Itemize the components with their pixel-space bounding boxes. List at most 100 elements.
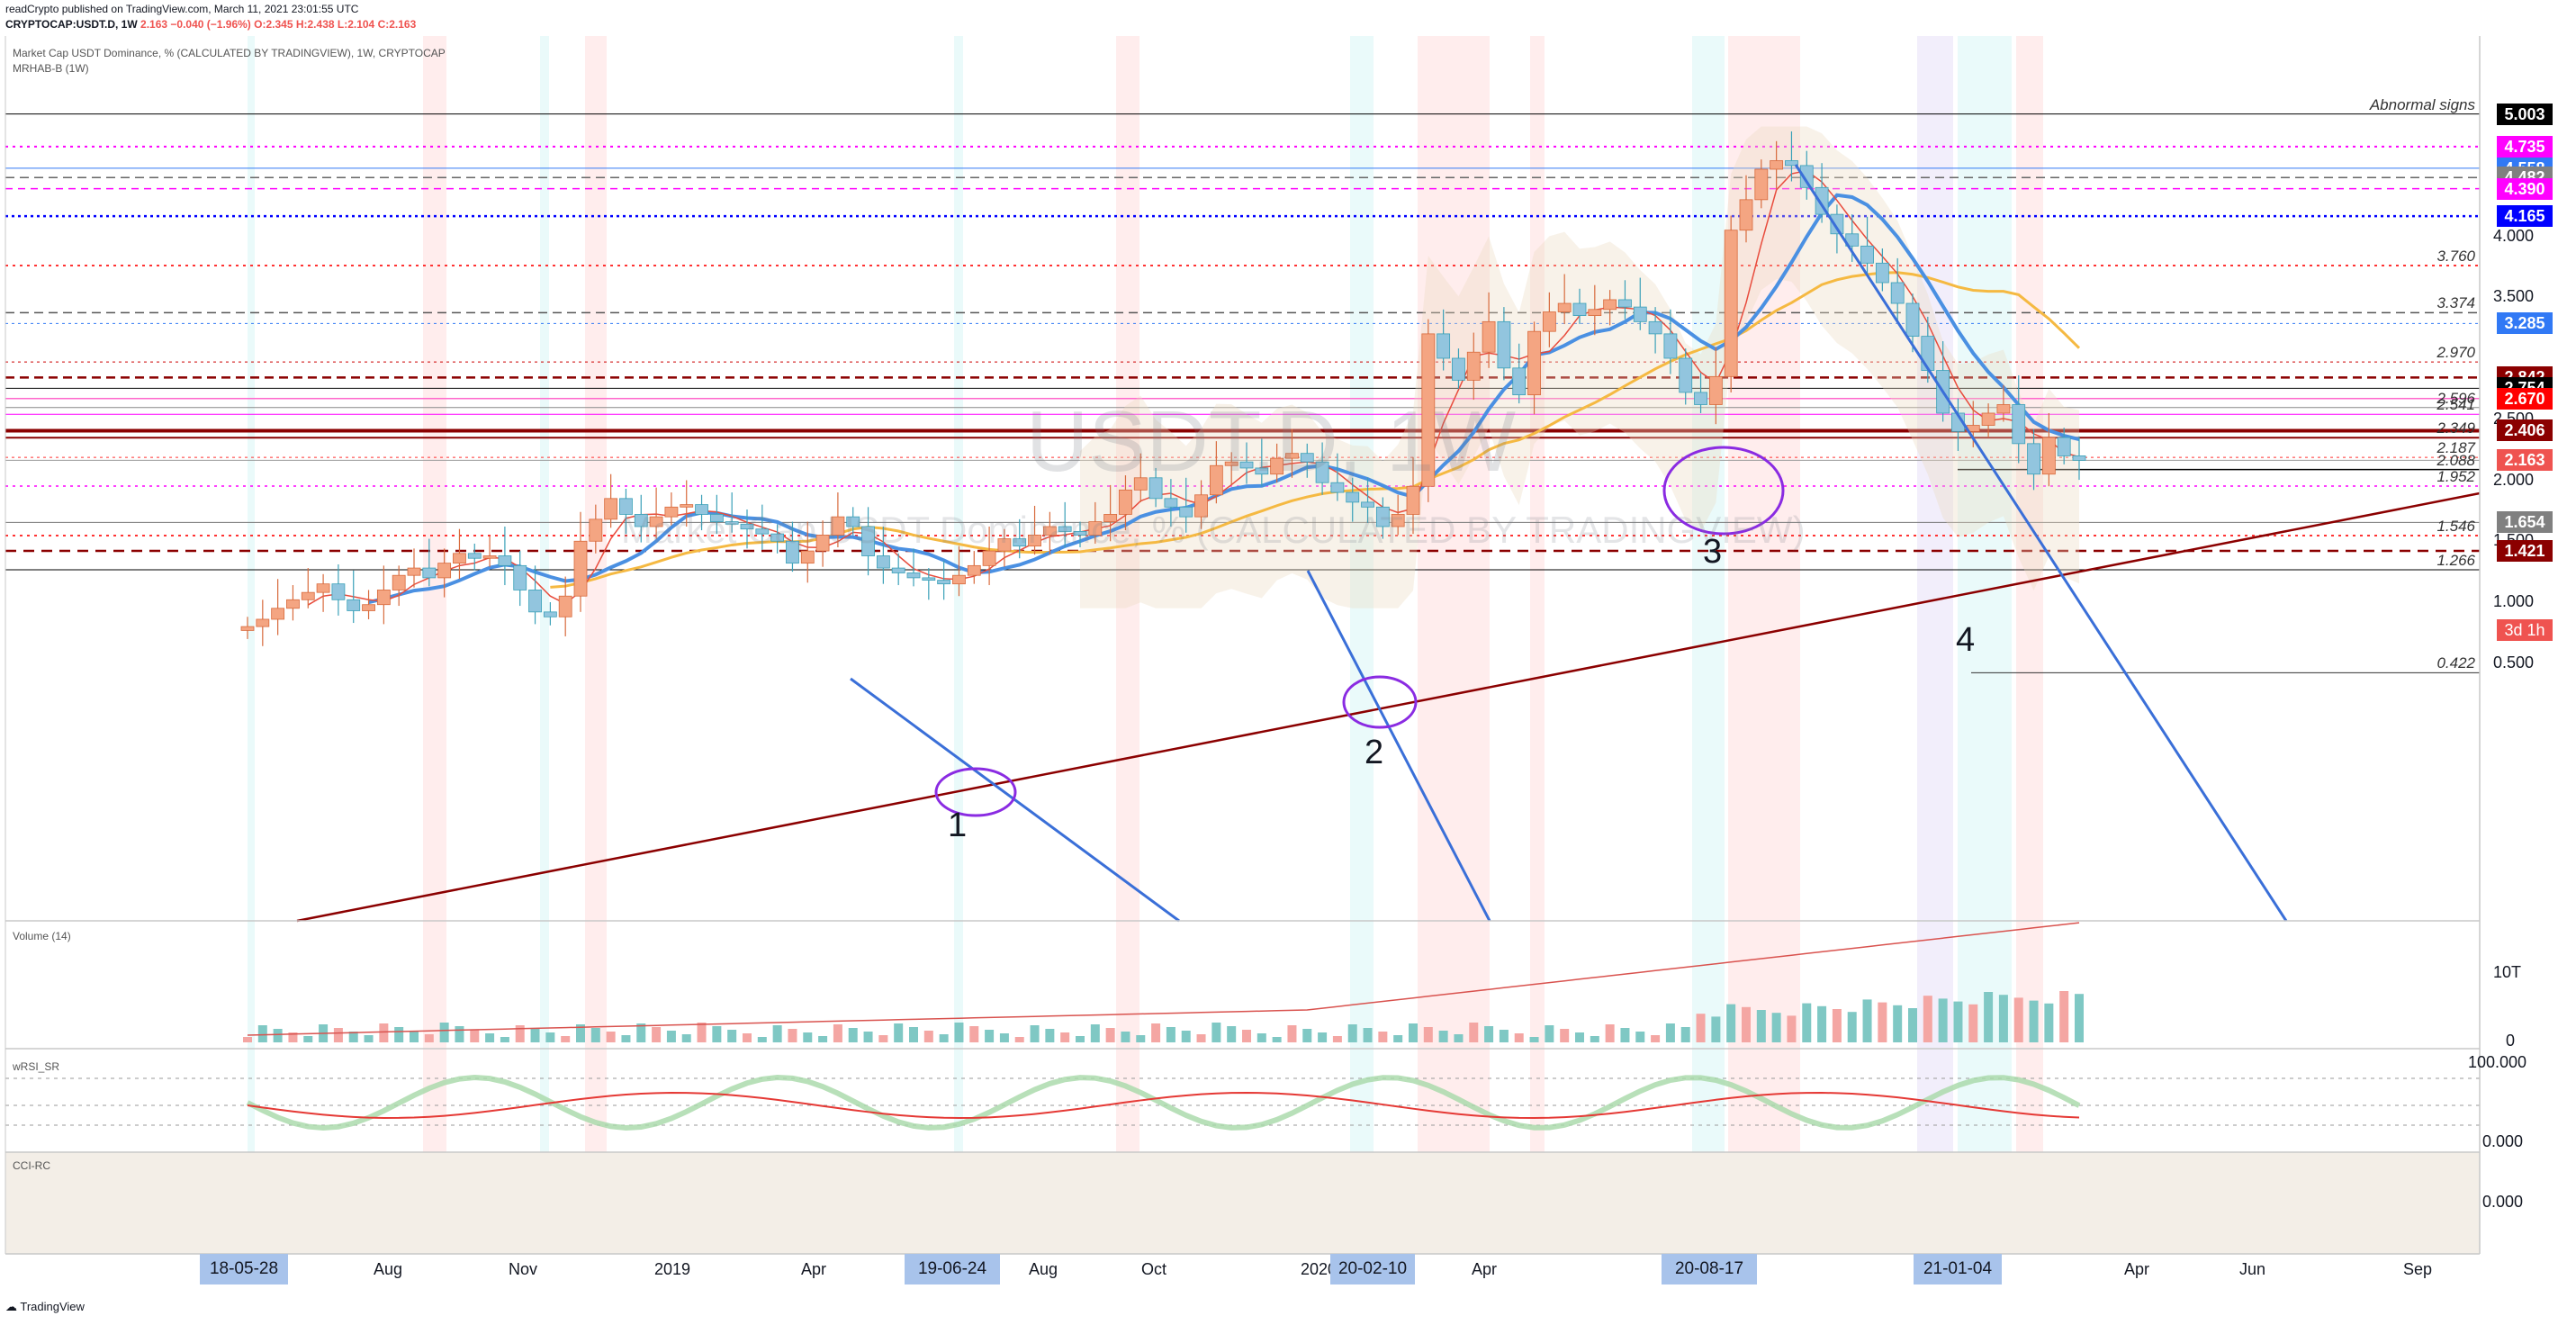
time-marker-box[interactable]: 19-06-24 [905,1254,1000,1284]
candle-body [558,595,572,617]
price-tag: 4.390 [2497,177,2553,200]
candle-body [2027,443,2040,475]
symbol-text: CRYPTOCAP:USDT.D, 1W [5,18,138,31]
rsi-axis-0: 0.000 [2482,1132,2524,1150]
signal-band [1418,36,1490,1254]
signal-band [1958,36,2012,1254]
label-4: 4 [1956,621,1976,659]
volume-bar [273,1029,283,1042]
candle-body [1799,165,1814,188]
volume-bar [1802,1003,1812,1042]
volume-bar [1393,1035,1403,1042]
volume-bar [243,1037,252,1042]
time-marker-box[interactable]: 18-05-28 [200,1254,288,1284]
level-label: 2.541 [2436,396,2475,414]
volume-bar [257,1025,267,1042]
candle-body [1042,526,1057,536]
main-pane-title: Market Cap USDT Dominance, % (CALCULATED… [13,47,446,59]
candle-body [1572,302,1587,316]
signal-band [1728,36,1800,1254]
candle-body [240,626,255,631]
volume-bar [500,1037,509,1042]
candle-body [740,523,754,530]
volume-bar [803,1032,813,1042]
footer-text: TradingView [20,1300,85,1313]
price-tag: 1.654 [2497,511,2553,534]
volume-bar [848,1028,858,1042]
ma-slow-line [550,271,2081,589]
candle-body [1361,501,1374,508]
candle-body [1860,245,1874,264]
signal-band [954,36,963,1254]
candle-body [604,498,618,520]
volume-bar [1256,1033,1266,1042]
tradingview-logo[interactable]: ☁ TradingView [5,1300,85,1314]
volume-bar [666,1031,676,1042]
mrhab-band-area [1080,126,2079,608]
volume-bar [1878,1002,1887,1042]
candle-body [362,604,375,611]
level-label: 3.760 [2436,248,2475,266]
volume-bar [985,1030,995,1042]
candle-body [800,550,815,564]
rsi-slow [247,1092,2080,1119]
candle-body [453,553,466,564]
volume-bar [1742,1006,1751,1042]
time-axis-label: Apr [1472,1260,1498,1278]
time-axis-label: Nov [509,1260,538,1278]
candle-body [649,516,663,527]
label-3: 3 [1703,533,1723,571]
signal-bands [248,36,2043,1254]
time-axis-label: Aug [374,1260,403,1278]
candle-body [392,574,406,590]
candle-body [1921,336,1935,371]
candle-body [709,514,724,522]
rsi-axis-100: 100.000 [2468,1053,2527,1071]
candle-body [1452,357,1465,381]
volume-bar [606,1032,616,1042]
volume-bar [1665,1023,1675,1042]
rsi-fast [246,1074,2081,1131]
candle-body [786,540,799,564]
price-tag: 2.670 [2497,387,2553,410]
cci-pane-bg [5,1152,2480,1254]
volume-bar [1620,1028,1630,1042]
candle-body [1905,302,1920,338]
candle-body [1028,535,1041,547]
pane-separators [5,36,2481,1255]
volume-bar [1953,1001,1963,1042]
mrhab-cloud [307,126,2081,608]
candle-body [2041,437,2056,475]
volume-title[interactable]: Volume (14) [13,930,71,942]
candle-body [815,535,830,552]
volume-bar [1923,996,1932,1042]
publisher-line: readCrypto published on TradingView.com,… [5,3,358,15]
volume-bar [561,1036,571,1042]
time-marker-box[interactable]: 20-02-10 [1330,1254,1415,1284]
candle-body [1754,168,1769,201]
candle-body [1330,482,1345,493]
downtrend-2 [1306,570,1491,922]
candle-body [1512,367,1527,396]
volume-bar [1938,998,1948,1042]
cci-title[interactable]: CCI-RC [13,1159,50,1172]
candle-body [1724,230,1738,377]
volume-bar [923,1031,933,1042]
volume-bar [772,1025,782,1042]
candle-body [876,555,890,569]
volume-bar [818,1036,828,1042]
time-axis-label: Sep [2403,1260,2433,1278]
rsi-title[interactable]: wRSI_SR [13,1060,60,1073]
time-marker-box[interactable]: 20-08-17 [1662,1254,1757,1284]
candle-body [1663,333,1678,359]
volume-bar [621,1035,631,1042]
volume-bar [697,1023,707,1042]
study-title[interactable]: MRHAB-B (1W) [13,62,89,75]
candle-body [695,504,708,515]
candle-body [967,564,981,576]
time-marker-box[interactable]: 21-01-04 [1914,1254,2002,1284]
volume-bar [1076,1036,1085,1042]
volume-bar [681,1034,691,1042]
candle-body [1527,330,1541,396]
